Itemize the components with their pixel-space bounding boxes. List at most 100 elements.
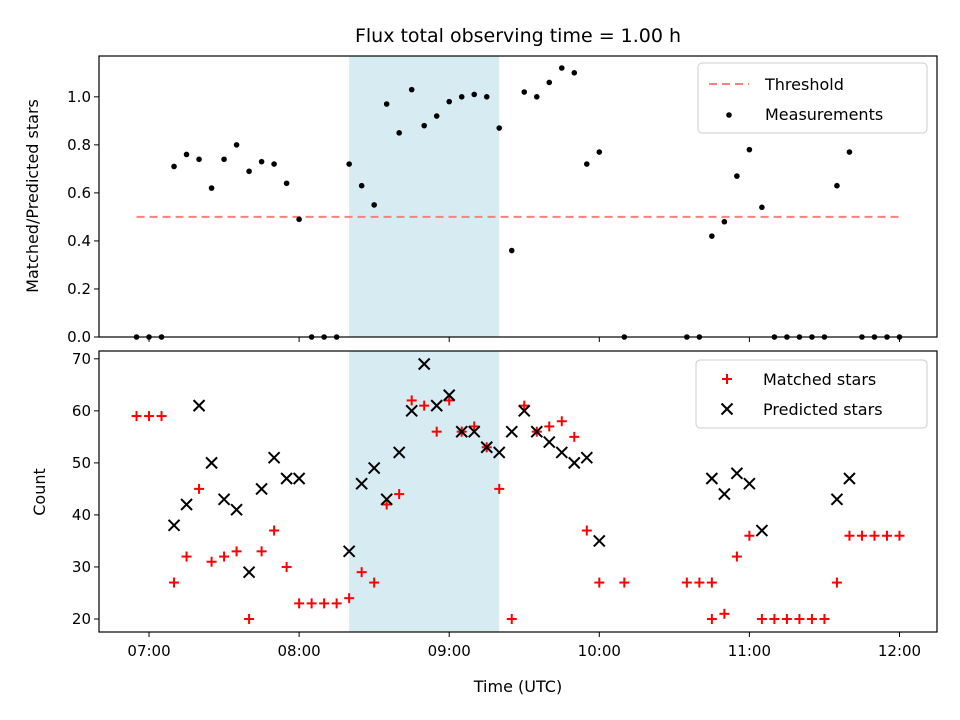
predicted-star-point: [392, 446, 406, 459]
bottom-panel: 20 30 40 50 60 70 07:00 08:00 09:00 10:00 11:00 12…: [30, 350, 938, 696]
predicted-star-point: [267, 451, 281, 464]
y-tick-label: 0.6: [67, 184, 91, 202]
matched-star-point: [219, 551, 230, 562]
predicted-star-point: [455, 425, 468, 438]
bottom-x-ticks: 07:00 08:00 09:00 10:00 11:00 12:00: [127, 632, 921, 660]
predicted-star-point: [417, 357, 431, 371]
matched-star-point: [769, 613, 780, 624]
measurement-point: [246, 168, 252, 175]
bottom-axes-frame: [98, 350, 938, 633]
matched-star-point: [869, 530, 880, 541]
y-tick-label: 30: [72, 558, 91, 576]
predicted-star-point: [593, 534, 606, 548]
measurement-point: [759, 204, 765, 211]
measurement-points: [133, 65, 903, 340]
matched-star-point: [419, 400, 430, 411]
measurement-point: [346, 161, 352, 167]
matched-star-point: [169, 577, 180, 588]
predicted-star-point: [405, 404, 418, 418]
measurement-point: [846, 149, 853, 155]
measurement-point: [258, 158, 265, 165]
predicted-star-point: [543, 435, 556, 449]
measurement-point: [421, 122, 427, 129]
measurement-point: [483, 94, 490, 100]
legend-measurements-swatch: [726, 112, 732, 118]
matched-star-point: [181, 551, 192, 562]
measurement-point: [458, 94, 465, 100]
matched-star-point: [744, 530, 755, 541]
matched-star-point: [794, 613, 805, 624]
predicted-star-point: [568, 456, 581, 470]
legend-matched-label: Matched stars: [763, 370, 876, 389]
predicted-star-point: [743, 477, 756, 490]
x-axis-label: Time (UTC): [473, 677, 562, 696]
matched-star-point: [719, 608, 730, 619]
top-x-ticks: [148, 337, 900, 342]
top-y-ticks: 0.0 0.2 0.4 0.6 0.8 1.0: [67, 88, 99, 346]
measurement-point: [171, 163, 177, 170]
legend-predicted-label: Predicted stars: [763, 400, 883, 419]
matched-star-point: [756, 613, 767, 624]
x-tick-label: 09:00: [428, 642, 471, 660]
x-tick-label: 11:00: [728, 642, 771, 660]
matched-star-point: [394, 489, 405, 500]
matched-star-point: [156, 411, 167, 422]
matched-star-point: [706, 613, 717, 624]
y-tick-label: 20: [72, 610, 91, 628]
predicted-star-point: [380, 493, 393, 506]
predicted-star-point: [292, 472, 306, 485]
matched-star-point: [731, 551, 742, 562]
matched-star-point: [569, 431, 580, 442]
predicted-star-point: [443, 389, 456, 402]
measurement-point: [471, 91, 478, 98]
matched-star-point: [269, 525, 280, 536]
predicted-star-point: [180, 498, 193, 511]
matched-star-point: [681, 577, 692, 588]
measurement-point: [208, 185, 215, 191]
predicted-star-point: [205, 456, 218, 470]
measurement-point: [446, 98, 453, 105]
measurement-point: [183, 151, 190, 158]
y-tick-label: 0.2: [67, 280, 91, 298]
matched-star-point: [431, 426, 442, 437]
measurement-point: [533, 94, 540, 100]
y-tick-label: 0.4: [67, 232, 91, 250]
top-legend: Threshold Measurements: [697, 62, 928, 134]
predicted-stars-points: [167, 357, 856, 579]
matched-star-point: [244, 613, 255, 624]
measurement-point: [233, 142, 240, 148]
matched-star-point: [806, 613, 817, 624]
matched-star-point: [894, 530, 905, 541]
predicted-star-point: [755, 524, 769, 537]
matched-star-point: [694, 577, 705, 588]
measurement-point: [433, 113, 440, 119]
legend-x-marker: [720, 402, 734, 416]
predicted-star-point: [255, 482, 268, 496]
top-y-axis-label: Matched/Predicted stars: [23, 99, 42, 293]
measurement-point: [508, 247, 515, 254]
top-axes-frame: [98, 55, 938, 338]
legend-predicted-swatch: [720, 402, 734, 416]
matched-star-point: [381, 499, 392, 510]
predicted-star-point: [167, 519, 181, 532]
measurement-point: [746, 146, 753, 153]
x-tick-label: 08:00: [278, 642, 321, 660]
measurement-point: [709, 233, 715, 239]
predicted-star-point: [705, 472, 719, 485]
top-panel: Flux total observing time = 1.00 h 0.00.…: [23, 25, 938, 346]
matched-star-point: [819, 613, 830, 624]
matched-star-point: [444, 395, 455, 406]
bottom-y-axis-label: Count: [30, 468, 49, 516]
predicted-star-point: [843, 472, 856, 485]
matched-star-point: [469, 421, 480, 432]
measurement-point: [408, 86, 415, 93]
predicted-star-point: [280, 472, 293, 485]
legend-matched-swatch: [722, 374, 732, 384]
matched-star-point: [306, 598, 317, 609]
predicted-star-point: [355, 477, 368, 490]
matched-star-point: [294, 598, 305, 609]
matched-star-point: [281, 561, 292, 572]
predicted-star-point: [555, 446, 568, 459]
measurement-point: [296, 216, 302, 223]
